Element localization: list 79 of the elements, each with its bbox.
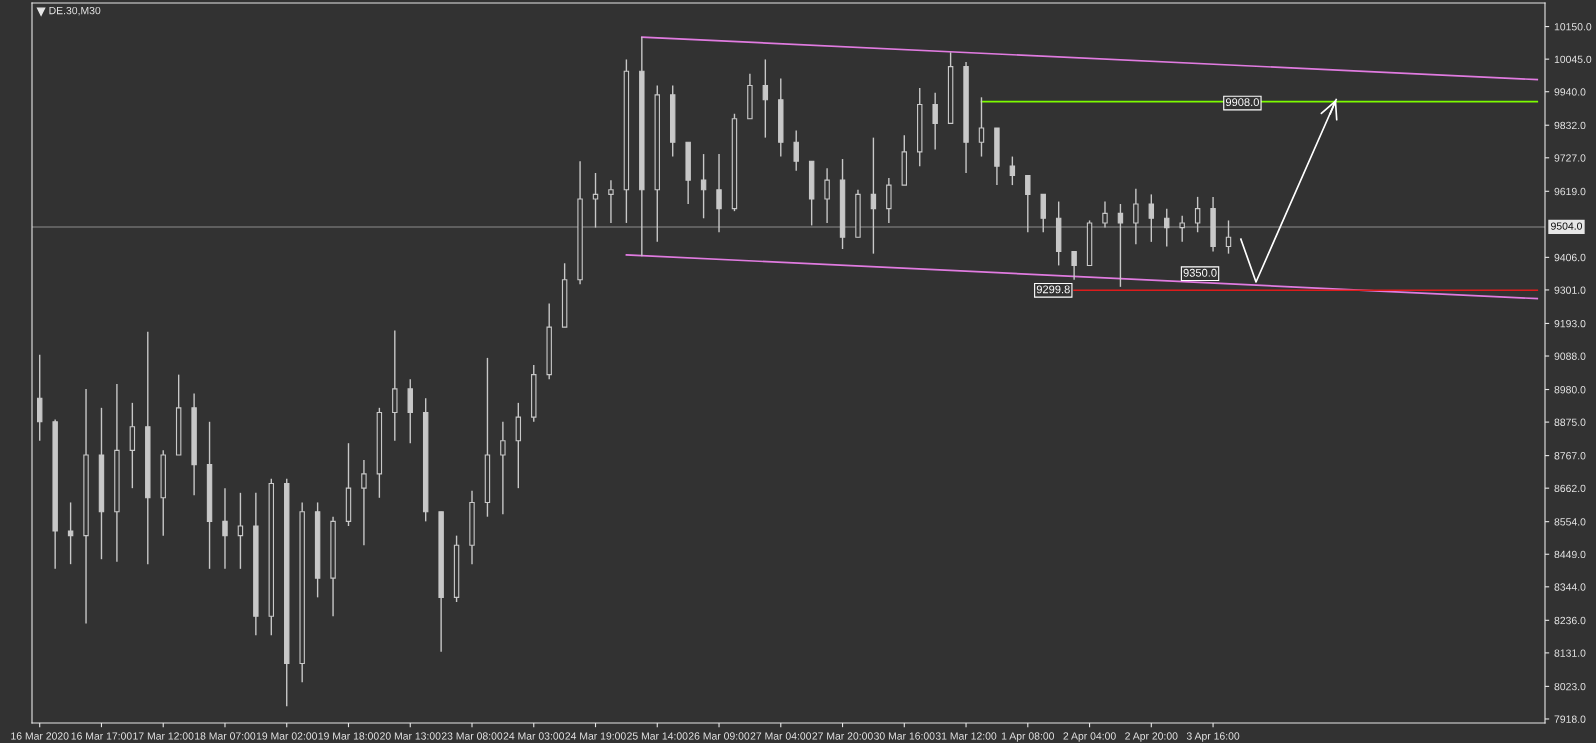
x-tick-label: 1 Apr 08:00 (1001, 732, 1055, 742)
y-tick-label: 9727.0 (1554, 154, 1586, 162)
candlestick (1117, 203, 1124, 288)
candlestick (592, 172, 599, 229)
candlestick (129, 402, 136, 489)
x-tick-label: 24 Mar 19:00 (565, 732, 626, 740)
x-tick-label: 31 Mar 12:00 (935, 732, 997, 740)
ref-line-label: 9504.0 (1551, 222, 1583, 230)
y-tick-label: 9619.0 (1554, 187, 1586, 196)
candlestick (500, 421, 506, 515)
y-tick-label: 10045.0 (1554, 55, 1592, 64)
x-tick-label: 19 Mar 18:00 (318, 732, 379, 740)
y-tick-label: 8131.0 (1554, 649, 1586, 657)
x-tick-label: 27 Mar 20:00 (812, 732, 873, 740)
y-tick-label: 8980.0 (1554, 386, 1586, 394)
candlestick (824, 167, 830, 224)
candlestick (700, 153, 707, 219)
candlestick (716, 153, 722, 233)
y-tick-label: 9940.0 (1554, 88, 1586, 96)
candlestick (67, 501, 74, 565)
y-tick-label: 9832.0 (1554, 121, 1586, 130)
candlestick (37, 354, 43, 442)
candlestick (1148, 193, 1155, 243)
annotation: 9908.0 (1225, 98, 1259, 107)
candlestick (392, 329, 398, 442)
x-tick-label: 17 Mar 12:00 (133, 732, 194, 740)
y-tick-label: 7918.0 (1554, 715, 1586, 723)
y-tick-label: 10150.0 (1554, 23, 1592, 31)
candlestick (407, 378, 413, 444)
x-tick-label: 24 Mar 03:00 (503, 732, 565, 740)
candlestick (870, 136, 877, 255)
candlestick (932, 91, 938, 151)
chart-title: DE.30,M30 (49, 6, 101, 16)
y-tick-label: 8767.0 (1554, 452, 1586, 460)
x-tick-label: 30 Mar 16:00 (874, 732, 935, 740)
x-tick-label: 18 Mar 07:00 (195, 732, 256, 740)
y-tick-label: 9193.0 (1554, 319, 1586, 328)
y-tick-label: 9088.0 (1554, 352, 1586, 360)
candlestick (608, 179, 614, 224)
x-tick-label: 2 Apr 20:00 (1125, 732, 1178, 742)
y-tick-label: 8554.0 (1554, 518, 1586, 526)
x-tick-label: 20 Mar 13:00 (380, 732, 441, 740)
candlestick (361, 459, 367, 546)
y-tick-label: 8875.0 (1554, 418, 1586, 426)
annotation: 9299.8 (1036, 285, 1070, 294)
annotation: 9350.0 (1183, 268, 1217, 277)
y-tick-label: 8023.0 (1554, 682, 1586, 691)
candlestick (222, 487, 228, 570)
candlestick (1071, 250, 1077, 281)
y-tick-label: 9406.0 (1554, 253, 1586, 262)
candlestick (886, 177, 892, 224)
candlestick (762, 58, 769, 139)
x-tick-label: 26 Mar 09:00 (688, 732, 750, 740)
candlestick (1225, 219, 1232, 255)
candlestick (1133, 188, 1139, 246)
y-tick-label: 8662.0 (1554, 484, 1586, 493)
x-tick-label: 2 Apr 04:00 (1063, 732, 1116, 742)
y-tick-label: 8236.0 (1554, 616, 1586, 625)
candlestick (978, 96, 985, 158)
y-tick-label: 8344.0 (1554, 583, 1586, 591)
y-tick-label: 9301.0 (1554, 286, 1586, 294)
y-tick-label: 8449.0 (1554, 550, 1586, 559)
candlestick (1040, 193, 1046, 233)
x-tick-label: 16 Mar 17:00 (71, 732, 132, 740)
x-tick-label: 27 Mar 04:00 (750, 732, 812, 740)
candlestick (237, 492, 244, 570)
candlestick (515, 402, 522, 489)
x-tick-label: 23 Mar 08:00 (441, 732, 503, 740)
candlestick (1164, 207, 1170, 248)
candlestick (1009, 155, 1016, 186)
candlestick (1194, 196, 1201, 233)
x-tick-label: 19 Mar 02:00 (256, 732, 318, 740)
candlestick (1025, 174, 1031, 233)
candlestick (1102, 200, 1108, 229)
x-tick-label: 3 Apr 16:00 (1186, 732, 1240, 742)
x-tick-label: 16 Mar 2020 (11, 732, 69, 740)
candlestick (793, 129, 799, 172)
candlestick (1179, 215, 1185, 243)
x-tick-label: 25 Mar 14:00 (627, 732, 688, 740)
